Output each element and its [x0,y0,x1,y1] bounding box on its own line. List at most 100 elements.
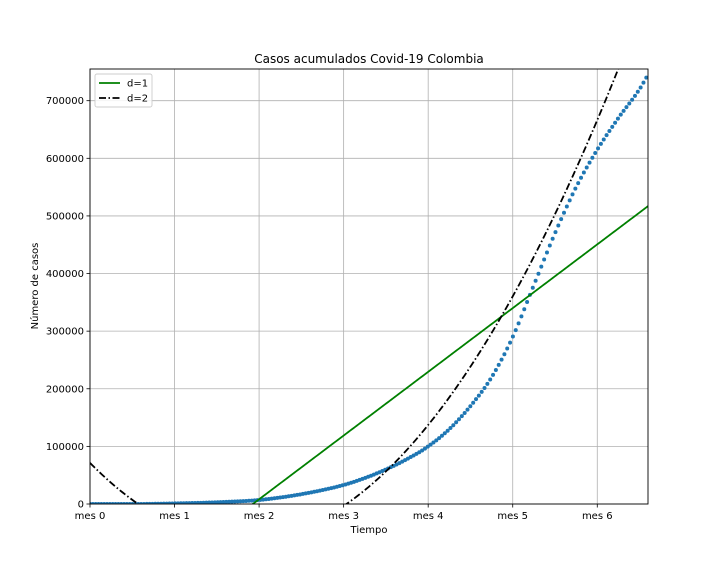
plot-area [90,69,648,504]
y-tick-label: 100000 [46,442,84,453]
data-point [556,223,561,228]
legend-label-d2: d=2 [127,94,148,105]
legend: d=1 d=2 [94,73,153,108]
data-point [550,236,555,241]
data-point [567,198,572,203]
data-point [241,499,246,504]
data-point [462,410,467,415]
data-point [584,165,589,170]
data-point [530,285,535,290]
data-point [536,271,541,276]
data-point [564,204,569,209]
data-point [451,423,456,428]
y-axis-label: Número de casos [29,243,41,330]
data-point [244,498,249,503]
data-points [90,75,648,504]
data-point [439,433,444,438]
data-point [218,500,223,504]
data-point [513,328,518,333]
y-tick-label: 700000 [46,96,84,107]
plot-frame [89,68,649,505]
data-point [576,181,581,186]
data-point [496,362,501,367]
data-point [482,385,487,390]
data-point [212,500,217,504]
data-point [635,89,640,94]
y-tick-label: 400000 [46,269,84,280]
data-point [445,428,450,433]
data-point [454,420,459,425]
x-tick-label: mes 4 [413,511,444,522]
data-point [508,340,513,345]
data-point [542,257,547,262]
data-point [215,500,220,504]
data-point [425,444,430,449]
data-point [437,436,442,441]
data-point [593,151,598,156]
y-tick-label: 300000 [46,327,84,338]
data-point [604,133,609,138]
data-point [544,250,549,255]
data-point [596,146,601,151]
x-tick-label: mes 2 [244,511,275,522]
data-point [476,393,481,398]
x-tick-label: mes 1 [159,511,190,522]
data-point [587,160,592,165]
x-axis-label: Tiempo [350,525,388,536]
data-point [601,137,606,142]
data-point [485,381,490,386]
data-point [459,414,464,419]
data-point [221,500,226,504]
data-point [238,499,243,504]
data-point [547,243,552,248]
data-point [488,377,493,382]
data-point [613,120,618,125]
data-point [525,300,530,305]
data-point [644,75,648,80]
data-point [607,128,612,133]
data-point [522,307,527,312]
data-point [235,499,240,504]
data-point [224,499,229,504]
data-point [632,93,637,98]
data-point [227,499,232,504]
data-point [448,425,453,430]
data-point [465,407,470,412]
data-point [510,334,515,339]
data-point [553,230,558,235]
data-point [505,346,510,351]
x-tick-label: mes 6 [582,511,613,522]
data-point [638,85,643,90]
data-point [499,357,504,362]
y-tick-label: 500000 [46,211,84,222]
data-point [641,80,646,85]
data-point [618,112,623,117]
data-point [590,155,595,160]
data-point [615,116,620,121]
x-tick-label: mes 3 [328,511,359,522]
data-point [559,217,564,222]
data-point [621,108,626,113]
x-axis: mes 0 mes 1 mes 2 mes 3 mes 4 mes 5 mes 6 [75,504,613,522]
data-point [474,397,479,402]
data-point [598,141,603,146]
data-point [422,446,427,451]
data-point [516,321,521,326]
data-point [539,264,544,269]
data-point [431,440,436,445]
data-point [428,442,433,447]
data-point [479,389,484,394]
data-point [519,314,524,319]
y-axis: 0 100000 200000 300000 400000 500000 600000 700… [46,96,90,511]
data-point [579,175,584,180]
data-point [561,210,566,215]
data-point [442,431,447,436]
x-tick-label: mes 0 [75,511,106,522]
data-point [246,498,251,503]
data-point [573,186,578,191]
data-point [533,278,538,283]
data-point [434,438,439,443]
data-point [627,101,632,106]
data-point [570,192,575,197]
